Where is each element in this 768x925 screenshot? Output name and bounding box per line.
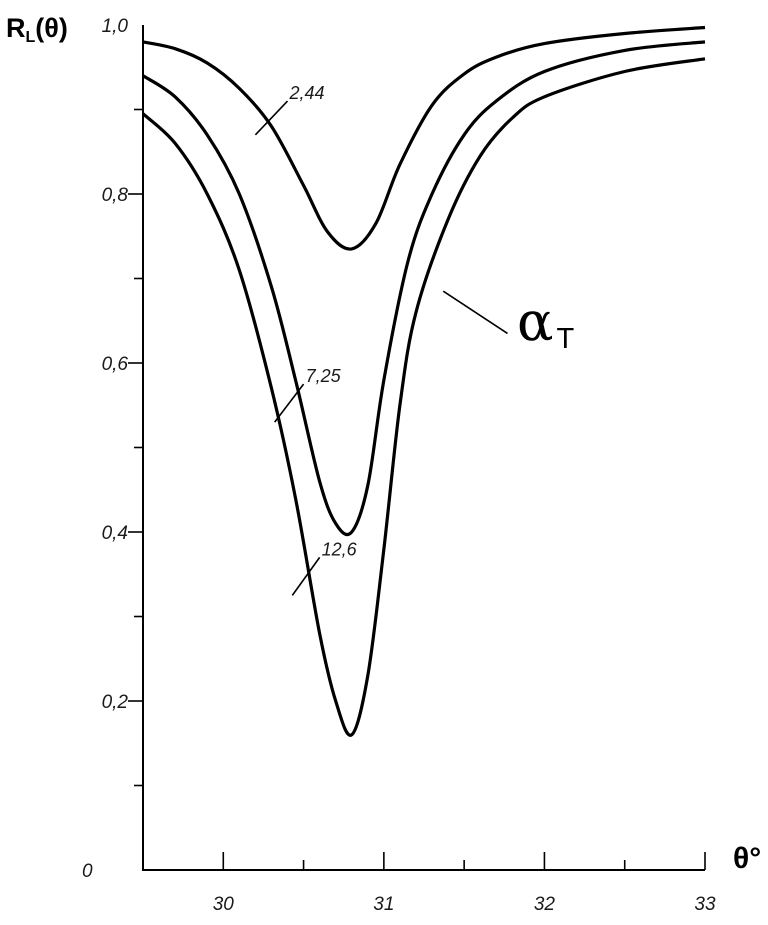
curve-label-leader-2 [291,556,321,596]
x-tick-label-1: 31 [373,894,394,915]
curve-label-0: 2,44 [289,83,325,103]
y-tick-label-4: 1,0 [102,16,129,37]
x-axis-title: θ° [733,842,761,875]
ticks [128,108,706,870]
y-tick-label-0: 0,2 [102,692,129,713]
curve-label-1: 7,25 [306,366,342,386]
origin-label: 0 [82,861,93,882]
y-tick-label-2: 0,6 [102,354,129,375]
curve-label-leader-0 [254,100,289,136]
x-tick-label-2: 32 [534,894,556,915]
series-line-0 [142,25,706,251]
curve-labels: 2,44 7,25 12,6 [254,83,358,596]
x-tick-label-0: 30 [213,894,235,915]
series-line-1 [142,40,706,537]
axes [142,25,705,871]
series-line-2 [141,57,706,737]
curve-label-leader-1 [274,383,305,423]
x-tick-label-3: 33 [694,894,716,915]
curve-label-2: 12,6 [322,539,358,559]
y-axis-title: RL(θ) [6,13,68,46]
y-tick-label-1: 0,4 [102,523,128,544]
tick-labels: 30 31 32 33 0,2 0,4 0,6 0,8 1,0 [102,16,716,915]
series-layer [141,25,706,737]
axes-frame [142,25,705,871]
y-tick-label-3: 0,8 [102,185,129,206]
alpha-leader-line [442,290,508,335]
